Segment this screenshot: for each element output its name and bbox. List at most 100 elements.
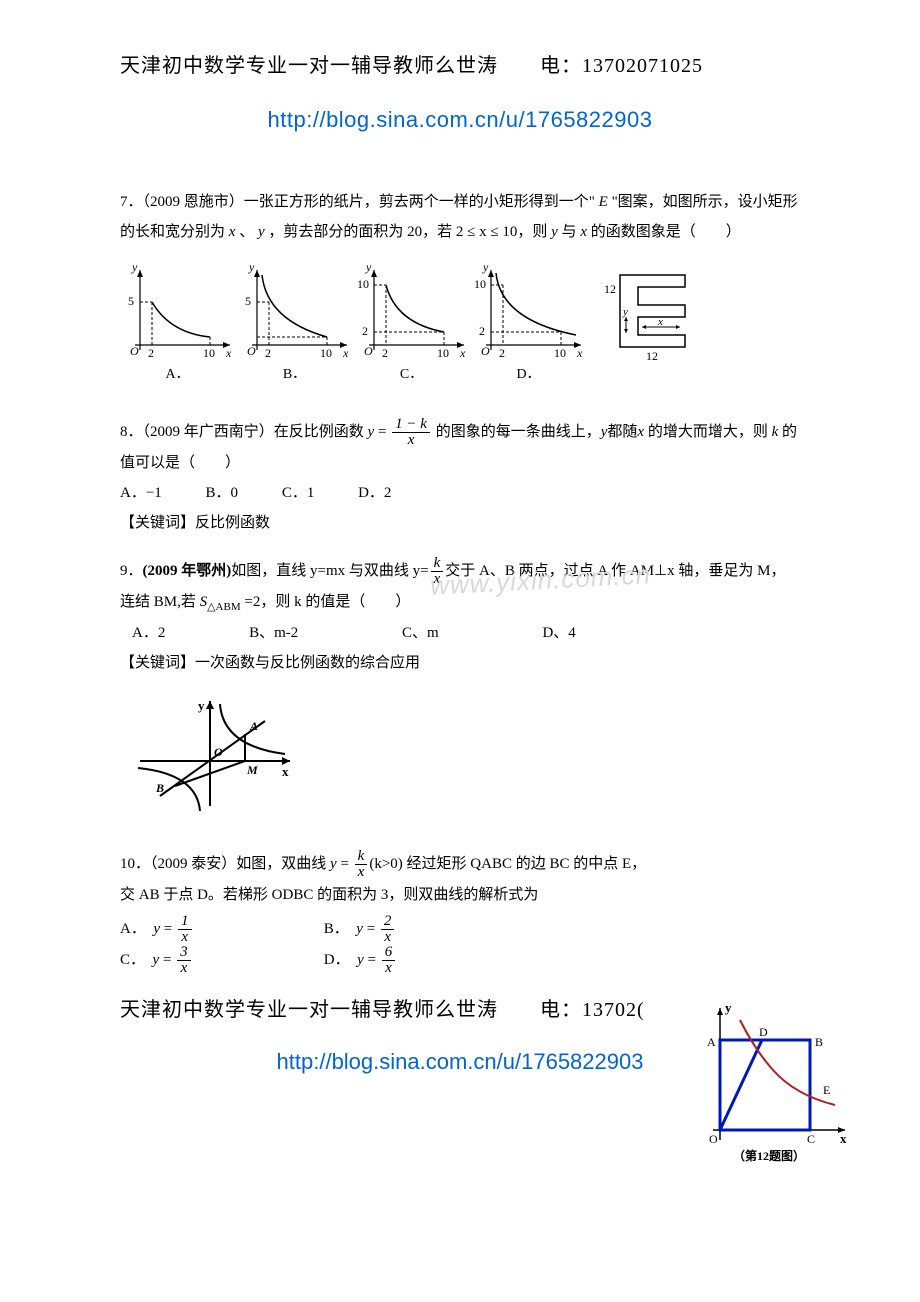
q7-t3: ，则	[517, 224, 551, 240]
svg-text:2: 2	[499, 346, 505, 360]
svg-text:2: 2	[382, 346, 388, 360]
svg-text:E: E	[823, 1083, 830, 1097]
q9-opt-b: B、m-2	[249, 618, 298, 648]
svg-text:D: D	[759, 1025, 768, 1039]
svg-text:5: 5	[245, 294, 251, 308]
q7-chart-d: y x O 10 2 2 10 D．	[471, 265, 586, 386]
header-text: 天津初中数学专业一对一辅导教师么世涛 电：13702071025	[120, 50, 800, 82]
svg-text:10: 10	[320, 346, 332, 360]
svg-text:x: x	[657, 316, 663, 328]
q7-label-b: B．	[237, 364, 352, 386]
q10-options-row2: C． y = 3x D． y = 6x	[120, 945, 660, 976]
svg-text:10: 10	[554, 346, 566, 360]
q7-y2: y	[551, 224, 558, 240]
q8-opt-d: D．2	[358, 478, 391, 508]
q9-t2: 如图，直线 y=mx 与双曲线 y=	[231, 563, 428, 579]
svg-text:x: x	[459, 346, 466, 360]
q7-chart-b: y x O 5 2 10 B．	[237, 265, 352, 386]
q7-label-c: C．	[354, 364, 469, 386]
q7-label-a: A．	[120, 364, 235, 386]
q7-chart-c: y x O 10 2 2 10 C．	[354, 265, 469, 386]
question-10: 10．（2009 泰安）如图，双曲线 y = kx(k>0) 经过矩形 QABC…	[120, 849, 800, 976]
svg-text:O: O	[709, 1132, 718, 1146]
q10-label-b: B．	[324, 921, 342, 937]
svg-text:10: 10	[357, 277, 369, 291]
svg-text:x: x	[840, 1131, 847, 1146]
q7-range: 2 ≤ x ≤ 10	[456, 224, 517, 240]
q10-figure: y x A D B E C O （第12题图）	[695, 1000, 850, 1173]
svg-text:A: A	[249, 719, 258, 733]
header-link[interactable]: http://blog.sina.com.cn/u/1765822903	[120, 102, 800, 137]
q7-d1: 、	[235, 224, 258, 240]
svg-text:2: 2	[479, 324, 485, 338]
svg-text:12: 12	[646, 349, 658, 363]
question-7: 7．（2009 恩施市）一张正方形的纸片，剪去两个一样的小矩形得到一个" E "…	[120, 187, 800, 247]
q9-opt-a: A．2	[132, 618, 165, 648]
q9-sub: △ABM	[207, 601, 241, 613]
q7-label-d: D．	[471, 364, 586, 386]
q7-e-shape: 12 12 y x	[600, 265, 700, 365]
svg-text:O: O	[364, 344, 373, 358]
q9-bold: (2009 年鄂州)	[143, 563, 232, 579]
svg-text:O: O	[481, 344, 490, 358]
svg-text:y: y	[131, 265, 138, 274]
q10-lhs: y	[330, 856, 337, 872]
svg-text:A: A	[707, 1035, 716, 1049]
q10-label-c: C．	[120, 952, 138, 968]
page: 天津初中数学专业一对一辅导教师么世涛 电：13702071025 http://…	[0, 0, 920, 1119]
q8-t2c: 都随	[607, 424, 637, 440]
q7-y: y	[258, 224, 265, 240]
question-8: 8．（2009 年广西南宁）在反比例函数 y = 1 − kx 的图象的每一条曲…	[120, 417, 800, 538]
svg-text:B: B	[155, 781, 164, 795]
q10-label-a: A．	[120, 921, 138, 937]
svg-text:10: 10	[437, 346, 449, 360]
svg-text:O: O	[247, 344, 256, 358]
svg-text:y: y	[198, 698, 205, 713]
q10-cond: (k>0)	[369, 856, 402, 872]
svg-text:x: x	[576, 346, 583, 360]
q10-frac: kx	[355, 849, 368, 880]
svg-text:5: 5	[128, 294, 134, 308]
q7-chart-a: y x O 5 2 10 A．	[120, 265, 235, 386]
svg-text:y: y	[365, 265, 372, 274]
svg-text:O: O	[130, 344, 139, 358]
svg-text:12: 12	[604, 282, 616, 296]
q9-sketch: y x O A M B	[130, 696, 800, 819]
svg-text:x: x	[225, 346, 232, 360]
svg-text:2: 2	[148, 346, 154, 360]
q9-t4: =2，则 k 的值是（ ）	[241, 594, 411, 610]
q9-opt-c: C、m	[402, 618, 439, 648]
svg-text:y: y	[622, 306, 628, 318]
q9-opt-d: D、4	[542, 618, 575, 648]
q9-options: A．2 B、m-2 C、m D、4	[132, 618, 800, 648]
svg-text:2: 2	[362, 324, 368, 338]
svg-text:y: y	[248, 265, 255, 274]
q10-options-row1: A． y = 1x B． y = 2x	[120, 914, 660, 945]
q10-label-d: D．	[324, 952, 342, 968]
q7-x2: x	[580, 224, 587, 240]
svg-text:C: C	[807, 1132, 815, 1146]
q9-keyword: 【关键词】一次函数与反比例函数的综合应用	[120, 648, 800, 678]
q7-charts: y x O 5 2 10 A． y x O	[120, 265, 800, 386]
svg-text:10: 10	[203, 346, 215, 360]
svg-text:（第12题图）: （第12题图）	[733, 1148, 805, 1163]
q7-tail: 的函数图象是（ ）	[587, 224, 741, 240]
q9-s: S	[200, 594, 208, 610]
svg-text:y: y	[725, 1000, 732, 1015]
q8-opt-b: B．0	[206, 478, 239, 508]
question-9: 9．(2009 年鄂州)如图，直线 y=mx 与双曲线 y=kx交于 A、B 两…	[120, 556, 800, 678]
svg-text:M: M	[246, 763, 258, 777]
q7-text: 7．（2009 恩施市）一张正方形的纸片，剪去两个一样的小矩形得到一个"	[120, 194, 599, 210]
q7-t2: ，剪去部分的面积为 20，若	[265, 224, 456, 240]
q8-frac: 1 − kx	[392, 417, 430, 448]
svg-text:B: B	[815, 1035, 823, 1049]
svg-text:x: x	[342, 346, 349, 360]
q8-options: A．−1 B．0 C．1 D．2	[120, 478, 800, 508]
q8-keyword: 【关键词】反比例函数	[120, 508, 800, 538]
q10-t1: 10．（2009 泰安）如图，双曲线	[120, 856, 330, 872]
q8-t1: 8．（2009 年广西南宁）在反比例函数	[120, 424, 368, 440]
svg-text:y: y	[482, 265, 489, 274]
q8-t2: 的图象的每一条曲线上，	[432, 424, 601, 440]
svg-text:10: 10	[474, 277, 486, 291]
q8-opt-c: C．1	[282, 478, 315, 508]
